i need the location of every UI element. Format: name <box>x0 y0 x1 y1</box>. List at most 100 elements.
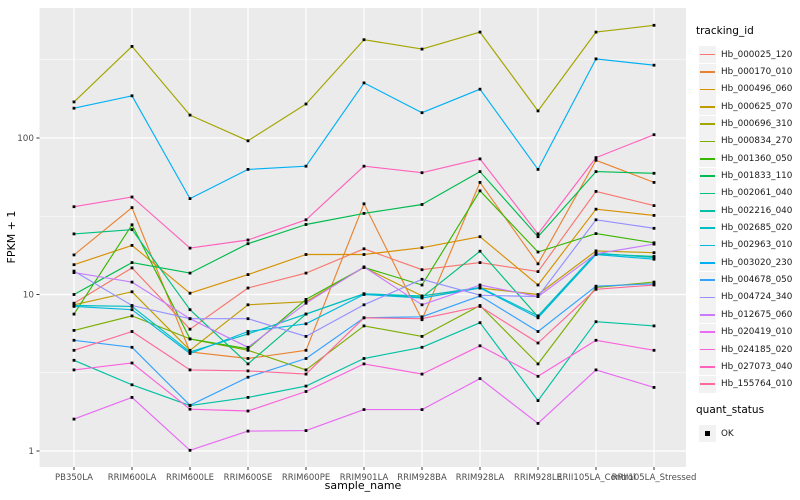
data-point <box>478 286 482 290</box>
data-point <box>362 316 366 320</box>
data-point <box>362 357 366 360</box>
data-point <box>304 390 308 393</box>
data-point <box>304 102 308 106</box>
data-point <box>420 203 424 206</box>
legend-item-Hb_012675_060: Hb_012675_060 <box>692 306 800 324</box>
data-point <box>420 335 424 338</box>
legend-item-label: Hb_000496_060 <box>721 84 793 95</box>
legend-key-line-icon <box>699 98 716 116</box>
legend-key-line-icon <box>699 271 716 289</box>
legend-item-Hb_027073_040: Hb_027073_040 <box>692 358 800 376</box>
data-point <box>130 290 134 294</box>
legend-item-label: OK <box>721 428 734 439</box>
legend-item-Hb_000170_010: Hb_000170_010 <box>692 63 800 81</box>
data-point <box>304 312 308 316</box>
legend-key-line-icon <box>699 63 716 81</box>
legend-item-Hb_000834_270: Hb_000834_270 <box>692 132 800 150</box>
data-point <box>652 23 656 27</box>
data-point <box>72 106 76 110</box>
data-point <box>652 386 656 389</box>
legend-item-Hb_003020_230: Hb_003020_230 <box>692 254 800 272</box>
data-point <box>594 207 598 211</box>
data-point <box>130 308 134 312</box>
data-point <box>130 94 134 98</box>
legend-title-quant-status: quant_status <box>696 403 765 416</box>
legend-key-line-icon <box>699 202 716 220</box>
data-point <box>652 257 656 261</box>
data-point <box>72 205 76 209</box>
y-tick-label: 10 <box>23 291 35 301</box>
data-point <box>304 384 308 388</box>
data-point <box>188 113 192 117</box>
legend-key-line-icon <box>699 46 716 64</box>
data-point <box>536 330 540 333</box>
data-point <box>246 332 250 336</box>
legend-item-label: Hb_000696_310 <box>721 119 793 130</box>
legend-item-Hb_002685_020: Hb_002685_020 <box>692 219 800 237</box>
data-point <box>420 268 424 272</box>
legend-item-label: Hb_000170_010 <box>721 67 793 78</box>
data-point <box>130 383 134 387</box>
legend-key-line-icon <box>699 254 716 272</box>
data-point <box>420 294 424 298</box>
legend-item-Hb_000025_120: Hb_000025_120 <box>692 46 800 64</box>
data-point <box>304 164 308 168</box>
legend-item-Hb_004678_050: Hb_004678_050 <box>692 271 800 289</box>
data-point <box>188 271 192 275</box>
data-point <box>478 261 482 264</box>
data-point <box>72 368 76 372</box>
data-point <box>478 157 482 161</box>
data-point <box>362 408 366 411</box>
y-tick-label: 1 <box>28 447 34 457</box>
legend-item-label: Hb_004678_050 <box>721 275 793 286</box>
data-point <box>246 362 250 366</box>
data-point <box>652 324 656 328</box>
data-point <box>130 345 134 349</box>
data-point <box>188 407 192 411</box>
data-point <box>478 305 482 308</box>
legend-key-line-icon <box>699 341 716 359</box>
data-point <box>536 316 540 320</box>
legend-item-label: Hb_027073_040 <box>721 361 793 372</box>
data-point <box>188 352 192 355</box>
data-point <box>246 396 250 399</box>
data-point <box>246 168 250 171</box>
data-point <box>652 251 656 255</box>
data-point <box>246 286 250 290</box>
legend-key-line-icon <box>699 115 716 133</box>
data-point <box>304 218 308 222</box>
legend-key-line-icon <box>699 80 716 98</box>
data-point <box>304 300 308 304</box>
data-point <box>246 317 250 321</box>
data-point <box>478 30 482 34</box>
data-point <box>536 399 540 402</box>
legend-item-label: Hb_004724_340 <box>721 292 793 303</box>
data-point <box>72 100 76 104</box>
data-point <box>362 247 366 251</box>
data-point <box>362 38 366 42</box>
data-point <box>652 280 656 284</box>
data-point <box>72 312 76 316</box>
data-point <box>478 321 482 325</box>
data-point <box>188 350 192 354</box>
data-point <box>536 232 540 236</box>
legend: tracking_id Hb_000025_120 Hb_000170_010 Hb… <box>692 25 800 443</box>
data-point <box>536 250 540 254</box>
legend-item-label: Hb_001360_050 <box>721 153 793 164</box>
data-point <box>594 232 598 235</box>
data-point <box>72 293 76 296</box>
data-point <box>652 204 656 207</box>
data-point <box>304 322 308 326</box>
legend-item-ok: OK <box>692 425 800 443</box>
data-point <box>536 374 540 378</box>
data-point <box>594 287 598 291</box>
legend-key-line-icon <box>699 219 716 237</box>
data-point <box>652 63 656 67</box>
data-point <box>188 348 192 352</box>
data-point <box>478 249 482 253</box>
data-point <box>246 345 250 349</box>
x-tick-label: RRIM600LA <box>108 473 157 483</box>
data-point <box>652 283 656 287</box>
data-point <box>246 357 250 360</box>
